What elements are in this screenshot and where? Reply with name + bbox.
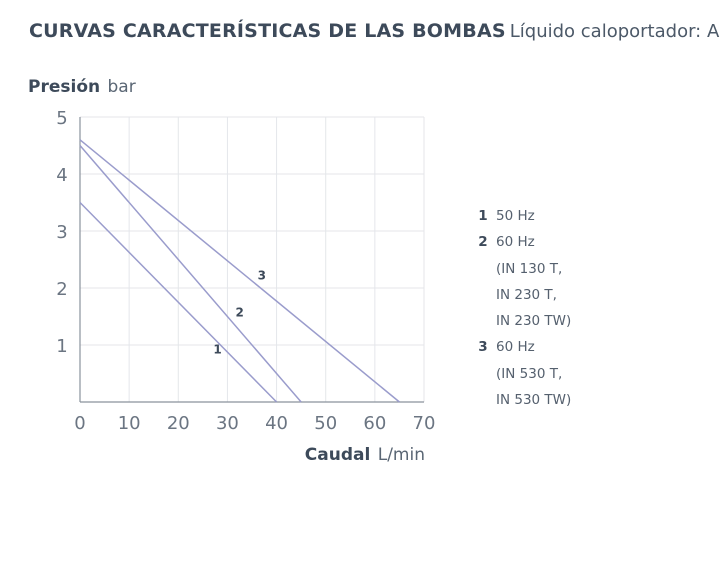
title-subtitle: Líquido caloportador: Agua [509, 21, 720, 42]
legend-row: 1 50 Hz [470, 203, 571, 229]
legend-number: 3 [478, 339, 488, 356]
legend-text: 50 Hz [496, 208, 535, 224]
legend-text: IN 230 T, [496, 286, 557, 303]
y-tick-label: 5 [56, 108, 67, 129]
y-tick-label: 1 [56, 336, 67, 357]
legend: 1 50 Hz 2 60 Hz (IN 130 T, IN 230 T, IN 230 TW… [470, 203, 571, 413]
x-tick-label: 30 [216, 413, 239, 434]
x-tick-label: 50 [314, 413, 337, 434]
chart-title: CURVAS CARACTERÍSTICAS DE LAS BOMBAS Líqu… [29, 20, 720, 42]
legend-row: (IN 130 T, [470, 256, 571, 282]
y-axis-title: Presión [28, 77, 101, 97]
series-line-2 [79, 145, 302, 403]
legend-number [470, 282, 496, 308]
legend-number [470, 361, 496, 387]
series-label-3: 3 [258, 268, 266, 282]
title-main: CURVAS CARACTERÍSTICAS DE LAS BOMBAS [29, 20, 506, 42]
legend-number [470, 387, 496, 413]
legend-number: 2 [478, 234, 488, 251]
y-axis-label: Presión bar [28, 77, 136, 97]
legend-text: IN 230 TW) [496, 313, 572, 330]
legend-text: 60 Hz [496, 234, 535, 251]
legend-text: (IN 530 T, [496, 365, 563, 382]
x-tick-label: 20 [167, 413, 190, 434]
legend-row: IN 230 T, [470, 282, 571, 308]
x-axis-unit: L/min [377, 445, 425, 465]
legend-row: 3 60 Hz [470, 334, 571, 360]
x-tick-label: 40 [265, 413, 288, 434]
legend-row: IN 230 TW) [470, 308, 571, 334]
legend-text: IN 530 TW) [496, 392, 572, 409]
y-tick-label: 4 [56, 165, 67, 186]
legend-number [470, 308, 496, 334]
legend-number [470, 256, 496, 282]
legend-number: 1 [478, 208, 488, 224]
series-line-3 [79, 139, 400, 403]
legend-text: (IN 130 T, [496, 260, 563, 277]
x-tick-label: 0 [74, 413, 85, 434]
y-tick-label: 3 [56, 222, 67, 243]
x-tick-label: 60 [363, 413, 386, 434]
y-axis-unit: bar [107, 77, 136, 97]
series-label-2: 2 [236, 306, 244, 320]
legend-row: IN 530 TW) [470, 387, 571, 413]
x-axis-title: Caudal [304, 445, 371, 465]
legend-text: 60 Hz [496, 339, 535, 356]
x-tick-label: 10 [118, 413, 141, 434]
x-axis-label: Caudal L/min [305, 445, 425, 465]
legend-row: 2 60 Hz [470, 229, 571, 255]
y-tick-label: 2 [56, 279, 67, 300]
x-tick-label: 70 [413, 413, 436, 434]
legend-row: (IN 530 T, [470, 361, 571, 387]
series-label-1: 1 [213, 343, 221, 357]
series-line-1 [79, 201, 278, 403]
